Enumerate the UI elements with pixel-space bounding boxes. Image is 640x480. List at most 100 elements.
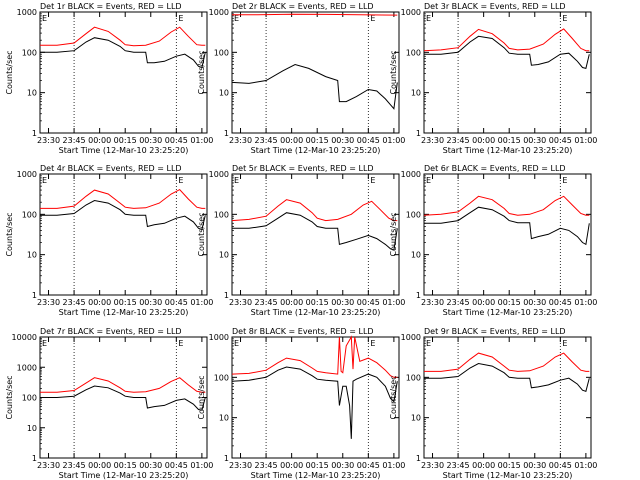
y-axis-label: Counts/sec (5, 375, 14, 419)
event-marker-label: E (234, 339, 239, 348)
chart-title: Det 3r BLACK = Events, RED = LLD (424, 2, 566, 11)
y-tick-label: 100 (214, 373, 229, 382)
x-tick-label: 00:45 (165, 136, 188, 145)
x-tick-label: 00:30 (523, 461, 546, 470)
event-marker-label: E (370, 14, 375, 23)
chart-title: Det 5r BLACK = Events, RED = LLD (232, 164, 374, 173)
x-tick-label: 01:00 (382, 461, 405, 470)
event-marker-label: E (562, 176, 567, 185)
event-marker-label: E (42, 339, 47, 348)
event-marker-label: E (426, 176, 431, 185)
x-tick-label: 01:00 (190, 136, 213, 145)
event-marker-label: E (562, 339, 567, 348)
chart-panel-2: Det 2r BLACK = Events, RED = LLD 1 10 100 10… (197, 2, 405, 155)
y-tick-label: 100 (214, 48, 229, 57)
y-axis-label: Counts/sec (197, 50, 206, 94)
x-tick-label: 23:30 (229, 461, 252, 470)
x-axis-label: Start Time (12-Mar-10 23:25:20) (251, 308, 381, 317)
x-tick-label: 00:00 (472, 298, 495, 307)
x-tick-label: 23:45 (255, 461, 278, 470)
x-axis-label: Start Time (12-Mar-10 23:25:20) (443, 308, 573, 317)
x-tick-label: 01:00 (190, 461, 213, 470)
x-tick-label: 00:30 (139, 136, 162, 145)
y-axis-label: Counts/sec (197, 375, 206, 419)
x-tick-label: 00:15 (498, 136, 521, 145)
series-line-lld (424, 352, 590, 372)
y-tick-label: 1000 (209, 8, 229, 17)
event-marker-label: E (426, 339, 431, 348)
series-line-events (231, 63, 398, 110)
x-tick-label: 00:15 (498, 461, 521, 470)
x-tick-label: 23:30 (421, 298, 444, 307)
y-tick-label: 1000 (401, 8, 421, 17)
x-tick-label: 00:00 (280, 298, 303, 307)
y-tick-label: 10 (411, 89, 421, 98)
y-axis-label: Counts/sec (5, 212, 14, 256)
x-tick-label: 00:30 (523, 298, 546, 307)
event-marker-label: E (42, 14, 47, 23)
x-tick-label: 00:30 (331, 298, 354, 307)
x-tick-label: 01:00 (574, 136, 597, 145)
series-line-lld (232, 13, 398, 16)
series-line-events (40, 385, 206, 411)
chart-panel-7: Det 7r BLACK = Events, RED = LLD 1 10 100 10… (5, 327, 213, 480)
y-axis-label: Counts/sec (197, 212, 206, 256)
x-tick-label: 00:45 (549, 136, 572, 145)
chart-panel-4: Det 4r BLACK = Events, RED = LLD 1 10 100 10… (5, 164, 213, 317)
series-line-events (424, 362, 590, 392)
x-tick-label: 00:00 (472, 136, 495, 145)
y-tick-label: 100 (406, 48, 421, 57)
series-line-lld (231, 199, 398, 222)
y-tick-label: 1 (224, 454, 229, 463)
y-tick-label: 1 (224, 291, 229, 300)
y-tick-label: 1000 (401, 333, 421, 342)
x-tick-label: 00:30 (331, 461, 354, 470)
x-tick-label: 00:30 (139, 461, 162, 470)
series-line-events (40, 37, 206, 69)
y-tick-label: 1000 (209, 170, 229, 179)
x-tick-label: 00:45 (357, 298, 380, 307)
x-tick-label: 00:00 (88, 136, 111, 145)
y-tick-label: 1 (224, 129, 229, 138)
event-marker-label: E (370, 176, 375, 185)
y-axis-label: Counts/sec (389, 375, 398, 419)
chart-title: Det 9r BLACK = Events, RED = LLD (424, 327, 566, 336)
x-tick-label: 01:00 (382, 298, 405, 307)
x-tick-label: 23:30 (421, 136, 444, 145)
x-tick-label: 23:45 (447, 298, 470, 307)
y-tick-label: 100 (22, 48, 37, 57)
x-tick-label: 00:00 (280, 461, 303, 470)
event-marker-label: E (234, 14, 239, 23)
y-tick-label: 10 (219, 89, 229, 98)
y-tick-label: 1000 (17, 363, 37, 372)
chart-title: Det 7r BLACK = Events, RED = LLD (40, 327, 182, 336)
series-line-events (424, 206, 590, 246)
y-tick-label: 10 (219, 251, 229, 260)
x-tick-label: 23:30 (37, 461, 60, 470)
x-tick-label: 00:45 (165, 461, 188, 470)
chart-panel-9: Det 9r BLACK = Events, RED = LLD 1 10 100 10… (389, 327, 597, 480)
series-line-lld (231, 335, 398, 378)
x-tick-label: 01:00 (190, 298, 213, 307)
y-tick-label: 100 (214, 210, 229, 219)
x-axis-label: Start Time (12-Mar-10 23:25:20) (443, 146, 573, 155)
plot-frame (231, 11, 400, 134)
x-tick-label: 01:00 (574, 461, 597, 470)
x-tick-label: 00:45 (165, 298, 188, 307)
event-marker-label: E (426, 14, 431, 23)
y-tick-label: 100 (406, 210, 421, 219)
chart-panel-1: Det 1r BLACK = Events, RED = LLD 1 10 100 10… (5, 2, 213, 155)
x-tick-label: 00:15 (114, 298, 137, 307)
series-line-lld (423, 195, 590, 216)
y-axis-label: Counts/sec (389, 50, 398, 94)
series-line-lld (40, 26, 206, 47)
x-tick-label: 23:45 (255, 298, 278, 307)
x-tick-label: 00:15 (306, 461, 329, 470)
chart-panel-5: Det 5r BLACK = Events, RED = LLD 1 10 100 10… (197, 164, 405, 317)
series-line-lld (423, 28, 590, 52)
y-tick-label: 10 (27, 251, 37, 260)
y-axis-label: Counts/sec (389, 212, 398, 256)
y-tick-label: 10 (219, 414, 229, 423)
plot-frame (39, 336, 208, 459)
